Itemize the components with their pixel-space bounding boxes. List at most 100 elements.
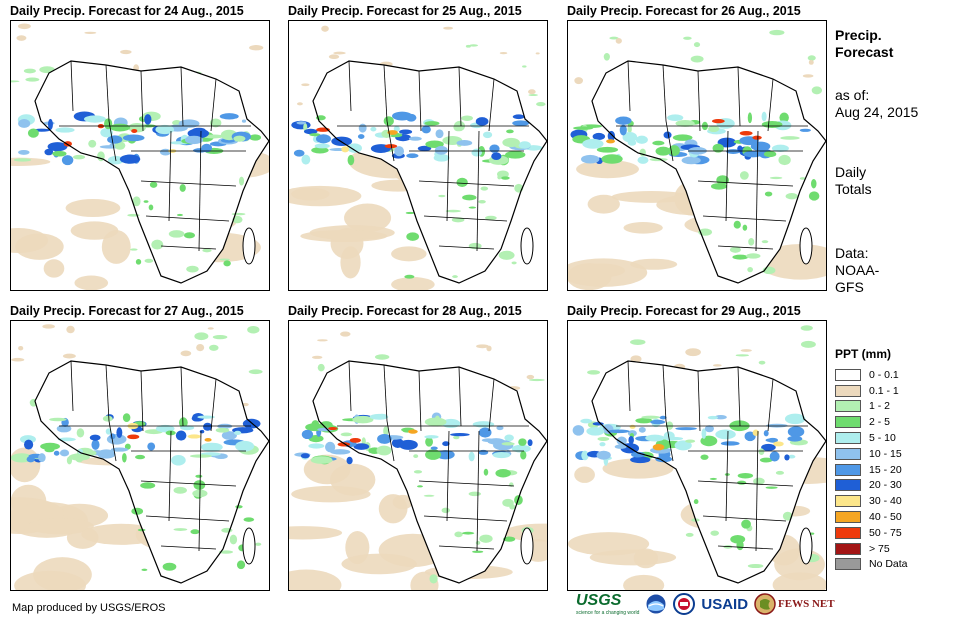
scattered-rain-patch (406, 232, 420, 241)
heavy-rain-core (384, 144, 398, 149)
rain-band-cell (614, 444, 627, 449)
scattered-rain-patch (528, 378, 545, 382)
rain-band-cell (369, 413, 389, 420)
legend-swatch (835, 479, 861, 492)
sidebar-as-of: as of: Aug 24, 2015 (835, 87, 919, 120)
country-border (160, 245, 217, 250)
africa-landmass (592, 61, 826, 283)
legend-label: 50 - 75 (869, 526, 902, 539)
rain-band-cell (506, 129, 514, 134)
rain-band-cell (596, 146, 619, 153)
scattered-rain-patch (301, 83, 310, 87)
legend-swatch (835, 558, 861, 571)
scattered-rain-patch (811, 86, 822, 95)
light-rain-patch (74, 275, 109, 290)
legend-swatch (835, 400, 861, 413)
rain-band-cell (672, 134, 693, 141)
scattered-rain-patch (799, 177, 806, 180)
light-rain-patch (330, 228, 364, 259)
forecast-map-2 (288, 20, 548, 291)
usaid-seal-logo (673, 593, 696, 615)
scattered-rain-patch (468, 206, 477, 209)
country-border (446, 430, 450, 522)
scattered-rain-patch (11, 80, 20, 83)
scattered-rain-patch (479, 534, 493, 543)
scattered-rain-patch (528, 89, 536, 95)
scattered-rain-patch (509, 504, 516, 510)
country-border (70, 60, 74, 112)
rain-band-cell (496, 425, 504, 431)
scattered-rain-patch (741, 519, 751, 529)
rain-band-cell (383, 426, 389, 436)
scattered-rain-patch (528, 94, 539, 97)
rain-band-cell (747, 112, 753, 124)
scattered-rain-patch (495, 469, 511, 478)
light-rain-patch (27, 518, 94, 535)
scattered-rain-patch (807, 55, 816, 61)
forecast-map-4 (10, 320, 270, 591)
scattered-rain-patch (25, 77, 40, 82)
scattered-rain-patch (195, 474, 203, 478)
scattered-rain-patch (232, 215, 243, 224)
scattered-rain-patch (764, 191, 773, 197)
scattered-rain-patch (690, 55, 704, 63)
rain-band-cell (607, 130, 616, 142)
scattered-rain-patch (811, 178, 817, 189)
scattered-rain-patch (144, 258, 154, 263)
rain-band-cell (155, 424, 175, 433)
rain-band-cell (763, 150, 777, 158)
rain-band-cell (44, 447, 55, 453)
agency-logos: USGS science for a changing world USAID … (576, 592, 841, 616)
scattered-rain-patch (168, 230, 185, 238)
scattered-rain-patch (196, 344, 205, 352)
rain-band-cell (675, 427, 697, 431)
rain-band-cell (233, 430, 242, 436)
rain-band-cell (241, 119, 247, 123)
rain-band-cell (628, 435, 634, 445)
rain-band-cell (109, 123, 131, 132)
rain-band-cell (787, 435, 803, 442)
scattered-rain-patch (472, 550, 484, 553)
rain-band-cell (325, 441, 336, 453)
scattered-rain-patch (709, 477, 718, 480)
country-border (423, 215, 508, 222)
scattered-rain-patch (137, 528, 146, 532)
scattered-rain-patch (413, 470, 423, 474)
rain-band-cell (580, 418, 593, 424)
rain-band-cell (799, 128, 811, 132)
rain-band-cell (91, 439, 100, 450)
country-border (105, 364, 110, 422)
rain-band-cell (376, 445, 392, 456)
usgs-logo: USGS science for a changing world (576, 592, 639, 616)
rain-band-cell (472, 421, 495, 428)
rain-band-cell (650, 419, 666, 425)
rain-band-cell (769, 451, 780, 462)
rain-band-cell (518, 438, 527, 446)
scattered-rain-patch (782, 511, 793, 521)
country-border (438, 245, 495, 250)
scattered-rain-patch (535, 52, 540, 55)
country-border (627, 360, 631, 412)
scattered-rain-patch (476, 344, 489, 349)
heavy-rain-core (349, 437, 362, 443)
heavy-rain-core (752, 429, 759, 436)
country-border (755, 130, 759, 252)
rain-band-cell (18, 119, 31, 128)
legend-rows: 0 - 0.1 0.1 - 1 1 - 2 2 - 5 5 - 10 10 - 15 15 … (835, 367, 908, 572)
rain-band-cell (631, 451, 645, 458)
rain-band-cell (398, 439, 418, 450)
rain-band-cell (714, 414, 727, 420)
legend-label: 5 - 10 (869, 432, 896, 445)
rain-band-cell (637, 156, 649, 164)
madagascar (799, 527, 813, 565)
africa-map (289, 331, 547, 590)
scattered-rain-patch (417, 485, 423, 488)
rain-band-cell (315, 134, 331, 144)
country-border (665, 120, 674, 162)
legend-swatch (835, 463, 861, 476)
rain-band-cell (641, 415, 661, 419)
scattered-rain-patch (747, 563, 764, 569)
scattered-rain-patch (461, 531, 475, 535)
rain-band-cell (674, 440, 692, 451)
scattered-rain-patch (194, 332, 209, 341)
